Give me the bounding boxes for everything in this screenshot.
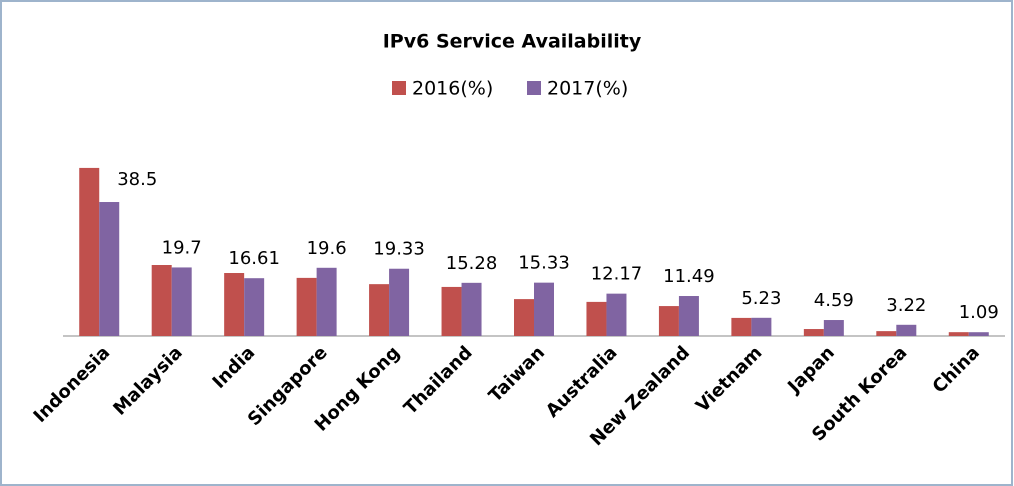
bar (751, 317, 772, 336)
bar (461, 282, 482, 336)
legend-label: 2017(%) (547, 78, 628, 100)
bar (316, 267, 337, 336)
bar (731, 317, 752, 336)
bar (171, 267, 192, 336)
data-label: 16.61 (228, 248, 280, 269)
bar (99, 202, 120, 336)
legend-swatch (392, 81, 406, 95)
data-label: 19.7 (162, 237, 202, 258)
data-label: 1.09 (959, 302, 999, 323)
data-label: 12.17 (591, 264, 643, 285)
legend-label: 2016(%) (412, 78, 493, 100)
chart-title: IPv6 Service Availability (383, 31, 642, 53)
data-label: 19.33 (373, 239, 425, 260)
bar (606, 293, 627, 336)
bar (224, 273, 245, 336)
bar (948, 332, 969, 336)
data-label: 11.49 (663, 266, 715, 287)
bar (658, 306, 679, 336)
bar (968, 332, 989, 336)
bar (369, 284, 390, 336)
bar (79, 167, 100, 336)
bar (896, 324, 917, 336)
bar (534, 282, 554, 336)
data-label: 4.59 (814, 290, 854, 311)
data-label: 5.23 (741, 288, 781, 309)
bar (586, 301, 607, 336)
bar (876, 331, 897, 336)
data-label: 38.5 (117, 169, 157, 190)
legend-swatch (527, 81, 541, 95)
bar (296, 277, 317, 336)
bar (678, 296, 699, 336)
bar (823, 320, 844, 336)
data-label: 19.6 (307, 238, 347, 259)
bar (389, 268, 410, 336)
bar (803, 329, 824, 336)
bar (244, 278, 265, 336)
data-label: 3.22 (886, 295, 926, 316)
bar (514, 299, 534, 336)
data-label: 15.28 (446, 253, 498, 274)
bar (151, 265, 172, 336)
bar (441, 286, 462, 336)
data-label: 15.33 (518, 253, 570, 274)
